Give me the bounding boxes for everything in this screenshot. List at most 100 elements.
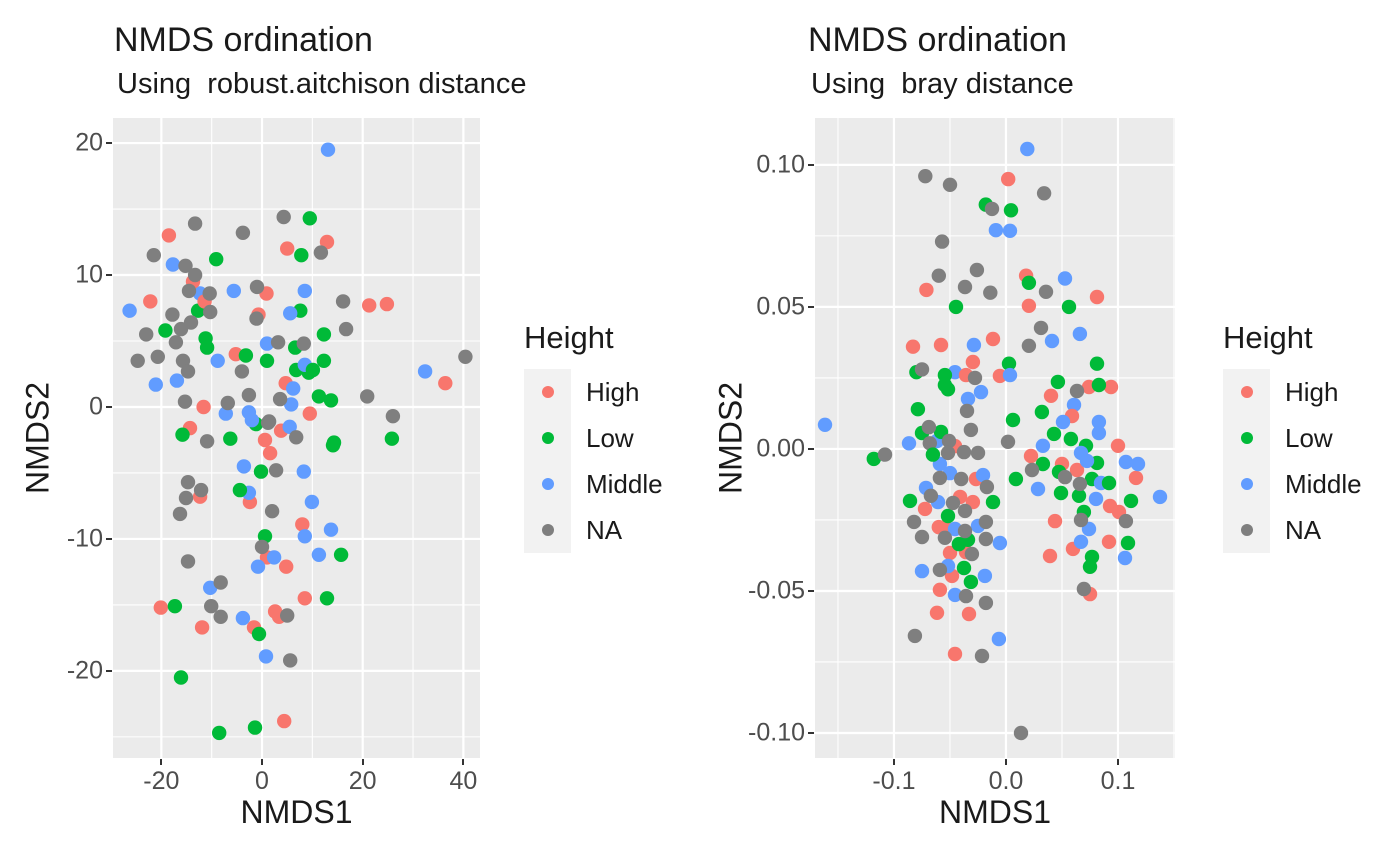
data-point-middle (988, 223, 1004, 238)
data-point-na (187, 267, 203, 283)
data-point-high (262, 446, 278, 461)
data-point-low (1071, 488, 1087, 503)
data-point-high (965, 354, 981, 370)
data-point-low (1123, 493, 1139, 509)
plot-title: NMDS ordination (114, 21, 373, 59)
data-point-low (247, 720, 263, 735)
data-point-high (1089, 289, 1105, 305)
data-point-na (313, 245, 329, 260)
data-point-low (1091, 377, 1107, 393)
data-point-na (139, 327, 154, 342)
data-point-middle (210, 353, 225, 368)
data-point-high (1047, 513, 1063, 529)
x-axis-title: NMDS1 (240, 794, 353, 830)
x-tick-mark (361, 759, 364, 765)
data-point-high (1101, 534, 1117, 549)
data-point-na (213, 575, 228, 590)
data-point-na (937, 530, 953, 545)
data-point-middle (226, 283, 241, 299)
legend-label: NA (1285, 514, 1322, 545)
data-point-high (1128, 470, 1144, 486)
data-point-low (1063, 431, 1079, 447)
data-point-middle (1055, 414, 1071, 430)
data-point-na (1057, 469, 1073, 485)
legend-point-icon (1240, 386, 1253, 398)
data-point-middle (977, 568, 993, 584)
legend-entry-na: NA (1223, 507, 1393, 553)
data-point-low (940, 508, 956, 524)
data-point-high (362, 298, 377, 313)
legend-entry-low: Low (1223, 415, 1393, 461)
data-point-low (866, 451, 881, 467)
data-point-low (948, 299, 964, 315)
data-point-middle (258, 649, 274, 664)
y-tick-label: -0.10 (748, 718, 805, 747)
data-point-na (178, 490, 194, 506)
legend-point-icon (1240, 478, 1253, 490)
legend: Height High Low Middle NA (524, 320, 694, 553)
data-point-na (970, 445, 986, 461)
data-point-high (280, 241, 295, 256)
data-point-na (296, 336, 311, 351)
data-point-na (877, 447, 893, 462)
data-point-na (385, 409, 401, 424)
data-point-low (212, 725, 227, 741)
x-axis-title: NMDS1 (938, 794, 1052, 830)
data-point-middle (901, 436, 917, 451)
data-point-low (232, 482, 248, 498)
data-point-na (1033, 320, 1049, 336)
data-point-middle (286, 381, 301, 396)
data-point-middle (1002, 367, 1018, 383)
legend-point-icon (541, 524, 554, 536)
plot-panel (113, 118, 480, 758)
data-point-na (1024, 462, 1040, 478)
data-point-na (1118, 513, 1134, 529)
legend-key (1223, 461, 1270, 507)
data-point-na (203, 304, 218, 320)
legend-point-icon (1240, 524, 1253, 536)
data-point-na (956, 444, 972, 460)
data-point-na (1000, 434, 1016, 449)
data-point-na (289, 430, 304, 445)
data-point-middle (236, 459, 252, 474)
data-point-middle (914, 563, 930, 579)
legend-key (524, 415, 571, 461)
data-point-middle (1152, 489, 1168, 505)
data-point-na (906, 514, 922, 530)
data-point-na (978, 595, 994, 611)
y-tick-mark (808, 305, 814, 308)
data-point-na (193, 482, 209, 498)
legend-label: High (1285, 376, 1339, 407)
data-point-low (253, 464, 269, 479)
data-point-high (1042, 548, 1058, 564)
data-point-na (181, 283, 197, 299)
data-point-high (1043, 388, 1059, 403)
data-point-low (167, 599, 183, 614)
y-tick-mark (106, 405, 112, 408)
data-point-middle (992, 535, 1008, 551)
data-point-high (1021, 298, 1037, 313)
legend-entries: High Low Middle NA (524, 369, 694, 553)
scatter-canvas (113, 118, 480, 758)
data-point-na (921, 419, 937, 435)
y-tick-label: 0.00 (756, 434, 805, 463)
data-point-low (325, 438, 341, 453)
data-point-na (180, 554, 196, 569)
data-point-low (294, 248, 309, 263)
data-point-middle (250, 559, 266, 574)
x-tick-label: 0 (255, 767, 269, 795)
data-point-na (177, 394, 193, 409)
data-point-na (150, 349, 165, 364)
legend-title: Height (524, 320, 614, 355)
legend-label: NA (586, 514, 623, 545)
data-point-low (925, 447, 941, 462)
data-point-high (1110, 438, 1126, 453)
data-point-low (333, 547, 349, 562)
x-tick-label: 0.1 (1100, 767, 1136, 795)
data-point-na (165, 307, 180, 322)
y-tick-label: -10 (66, 524, 103, 553)
data-point-na (974, 648, 990, 664)
data-point-middle (235, 610, 251, 626)
x-tick-mark (1116, 759, 1119, 765)
